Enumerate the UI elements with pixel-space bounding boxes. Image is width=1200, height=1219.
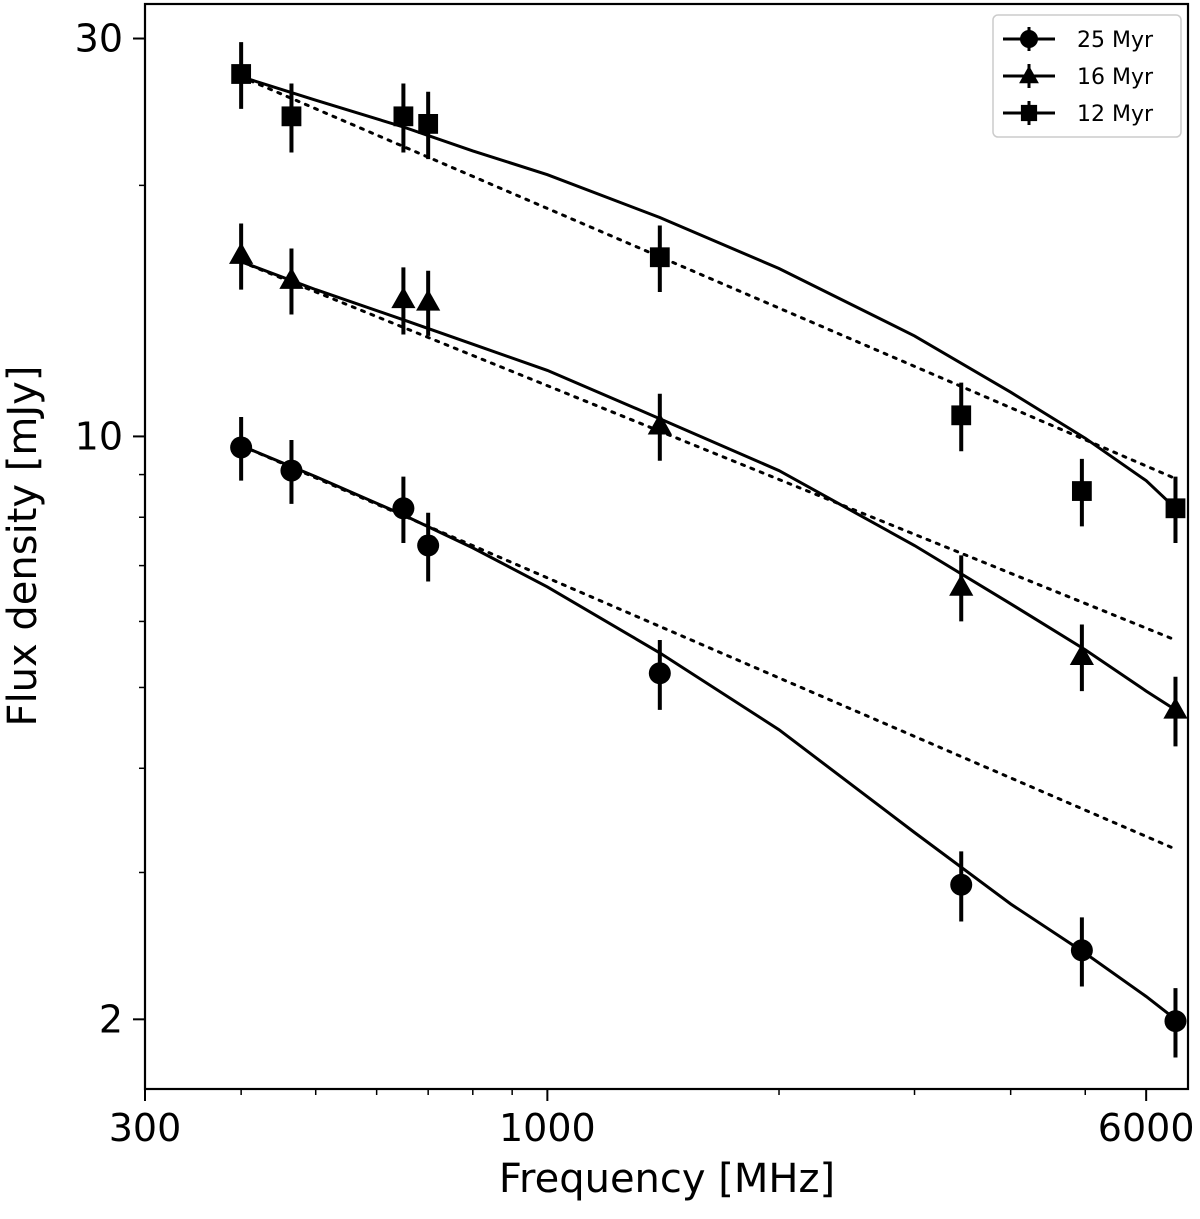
data-point-triangle <box>1163 697 1188 719</box>
legend-label: 25 Myr <box>1077 28 1154 53</box>
data-point-square <box>393 106 414 127</box>
plot-area <box>229 42 1188 1058</box>
data-point-square <box>1165 498 1186 519</box>
data-point-triangle <box>949 574 974 596</box>
data-point-circle <box>417 534 440 557</box>
legend-entry-circle: 25 Myr <box>1003 27 1154 53</box>
legend-label: 12 Myr <box>1077 102 1154 127</box>
legend: 25 Myr 16 Myr 12 Myr <box>992 14 1182 138</box>
data-point-square <box>281 106 302 127</box>
data-point-square <box>418 113 439 134</box>
data-point-circle <box>1070 939 1093 962</box>
series-circle <box>230 417 1187 1058</box>
data-point-square <box>951 405 972 426</box>
legend-marker-triangle <box>1019 65 1039 84</box>
fit-curve-circle <box>240 444 1177 1021</box>
axes-frame <box>143 2 1190 1091</box>
data-point-circle <box>280 459 303 482</box>
y-axis-label: Flux density [mJy] <box>0 366 46 727</box>
data-point-circle <box>1164 1010 1187 1033</box>
y-tick-label: 30 <box>75 17 123 61</box>
data-point-triangle <box>279 267 304 289</box>
data-point-circle <box>230 436 253 459</box>
powerlaw-line-triangle <box>239 260 1177 642</box>
y-tick-label: 2 <box>99 997 123 1041</box>
data-point-triangle <box>229 242 254 264</box>
x-tick-label: 6000 <box>1098 1106 1195 1150</box>
data-point-triangle <box>647 413 672 435</box>
axis-ticks: 300 1000 6000 2 10 30 <box>75 17 1195 1150</box>
data-point-circle <box>392 497 415 520</box>
legend-entry-square: 12 Myr <box>1003 101 1154 127</box>
data-point-triangle <box>391 286 416 309</box>
series-square <box>231 42 1186 544</box>
y-tick-label: 10 <box>75 414 123 458</box>
data-point-triangle <box>416 289 441 311</box>
legend-entry-triangle: 16 Myr <box>1003 64 1154 90</box>
data-point-square <box>649 247 670 268</box>
series-triangle <box>229 223 1188 747</box>
x-axis-label: Frequency [MHz] <box>499 1156 835 1202</box>
data-point-square <box>1071 481 1092 501</box>
x-tick-label: 300 <box>109 1106 182 1150</box>
fit-curve-triangle <box>240 260 1177 712</box>
fit-curve-square <box>240 75 1177 510</box>
powerlaw-line-square <box>239 75 1177 481</box>
data-point-square <box>231 64 252 84</box>
legend-label: 16 Myr <box>1077 65 1154 90</box>
legend-marker-circle <box>1020 30 1038 48</box>
data-point-circle <box>950 873 973 896</box>
data-point-circle <box>648 662 671 685</box>
data-point-triangle <box>1069 643 1094 666</box>
x-tick-label: 1000 <box>499 1106 596 1150</box>
legend-box <box>992 14 1182 138</box>
legend-marker-square <box>1020 104 1038 122</box>
